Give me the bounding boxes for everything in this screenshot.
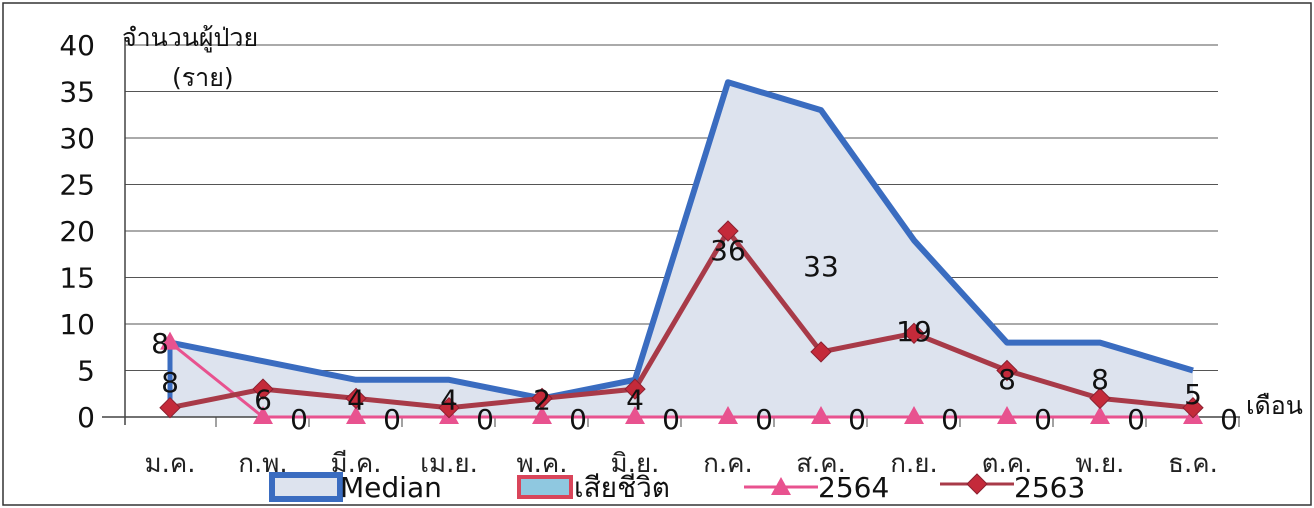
series-2563-marker bbox=[531, 387, 553, 410]
median-data-label: 4 bbox=[347, 384, 365, 417]
series-lines bbox=[169, 228, 1194, 419]
series-2564-marker bbox=[160, 331, 180, 350]
death-data-label: 0 bbox=[290, 403, 308, 436]
series-2564-marker bbox=[1090, 406, 1110, 424]
death-data-label: 0 bbox=[941, 403, 959, 436]
series-2564-line bbox=[169, 341, 1193, 419]
series-2563-marker bbox=[438, 396, 460, 419]
series-2563-marker bbox=[252, 378, 274, 400]
legend-2563-label: 2563 bbox=[1014, 471, 1085, 504]
median-area-fill bbox=[170, 82, 1193, 417]
median-data-label: 19 bbox=[896, 315, 932, 348]
series-2563-marker bbox=[1182, 396, 1204, 419]
series-2564-marker bbox=[904, 406, 924, 424]
median-data-label: 4 bbox=[440, 384, 458, 417]
median-data-label: 6 bbox=[254, 384, 272, 417]
series-2564-marker bbox=[997, 406, 1017, 424]
x-tick-label: ก.ค. bbox=[703, 449, 753, 479]
death-data-label: 0 bbox=[476, 403, 494, 436]
death-data-label: 0 bbox=[848, 403, 866, 436]
legend-2564-label: 2564 bbox=[818, 471, 889, 504]
median-data-label: 5 bbox=[1184, 378, 1202, 411]
x-tick-label: ต.ค. bbox=[982, 449, 1033, 479]
median-data-label: 8 bbox=[1091, 363, 1109, 396]
series-2564-data-label: 8 bbox=[151, 327, 169, 360]
median-data-label: 8 bbox=[998, 363, 1016, 396]
y-tick-label: 30 bbox=[59, 122, 95, 155]
y-tick-label: 10 bbox=[59, 308, 95, 341]
series-2563-marker bbox=[1089, 387, 1111, 410]
x-tick-label: ส.ค. bbox=[796, 449, 846, 479]
x-tick-label: มิ.ย. bbox=[611, 449, 660, 479]
death-data-label: 0 bbox=[662, 403, 680, 436]
y-axis-label-line2: (ราย) bbox=[172, 63, 234, 92]
median-data-label: 4 bbox=[626, 384, 644, 417]
legend-median-label: Median bbox=[340, 471, 442, 504]
series-2563-marker bbox=[996, 359, 1018, 382]
x-tick-label: ธ.ค. bbox=[1168, 449, 1218, 479]
median-line bbox=[169, 79, 1194, 402]
x-tick-label: พ.ค. bbox=[516, 449, 567, 479]
legend-2564-marker bbox=[771, 477, 791, 495]
series-2564-marker bbox=[532, 406, 552, 424]
death-data-label: 0 bbox=[1034, 403, 1052, 436]
death-data-label: 0 bbox=[1220, 403, 1238, 436]
series-2563-marker bbox=[717, 220, 739, 242]
death-data-label: 0 bbox=[569, 403, 587, 436]
series-markers bbox=[159, 220, 1204, 424]
series-2563-marker bbox=[624, 378, 646, 400]
x-axis-label: เดือน bbox=[1246, 391, 1303, 420]
legend-median-swatch bbox=[269, 472, 343, 502]
y-tick-label: 25 bbox=[59, 169, 95, 202]
y-tick-label: 15 bbox=[59, 262, 95, 295]
y-tick-label: 40 bbox=[59, 29, 95, 62]
legend: Median เสียชีวิต 2564 2563 bbox=[269, 471, 1085, 504]
series-2563-marker bbox=[903, 322, 925, 345]
median-data-label: 2 bbox=[533, 384, 551, 417]
y-tick-labels: 0 5 10 15 20 25 30 35 40 bbox=[59, 29, 95, 434]
x-tick-label: ม.ค. bbox=[144, 449, 195, 479]
legend-2563-marker bbox=[966, 473, 988, 495]
legend-death-label: เสียชีวิต bbox=[574, 471, 670, 504]
series-2564-marker bbox=[811, 406, 831, 424]
death-data-label: 0 bbox=[1127, 403, 1145, 436]
y-tick-label: 0 bbox=[77, 401, 95, 434]
series-2564-marker bbox=[253, 406, 273, 424]
y-tick-label: 35 bbox=[59, 76, 95, 109]
median-data-label: 36 bbox=[710, 234, 746, 267]
y-axis-label-line1: จำนวนผู้ป่วย bbox=[122, 23, 258, 53]
y-tick-label: 5 bbox=[77, 355, 95, 388]
x-tick-label: เม.ย. bbox=[420, 449, 478, 479]
series-2564-marker bbox=[625, 406, 645, 424]
series-2564-marker bbox=[346, 406, 366, 424]
x-tick-label: ก.ย. bbox=[890, 449, 938, 479]
series-2563-marker bbox=[345, 387, 367, 410]
series-2563-marker bbox=[810, 341, 832, 363]
median-data-label: 33 bbox=[803, 250, 839, 283]
x-tick-labels: ม.ค. ก.พ. มี.ค. เม.ย. พ.ค. มิ.ย. ก.ค. ส.ค. ก.ย. ต… bbox=[144, 449, 1217, 479]
series-2564-marker bbox=[718, 406, 738, 424]
legend-death-swatch bbox=[517, 475, 573, 499]
series-2563-marker bbox=[159, 396, 181, 419]
death-data-label: 0 bbox=[755, 403, 773, 436]
series-2563-line bbox=[169, 228, 1194, 411]
x-tick-label: พ.ย. bbox=[1076, 449, 1125, 479]
median-data-label: 8 bbox=[161, 366, 179, 399]
death-data-label: 0 bbox=[383, 403, 401, 436]
y-tick-label: 20 bbox=[59, 215, 95, 248]
